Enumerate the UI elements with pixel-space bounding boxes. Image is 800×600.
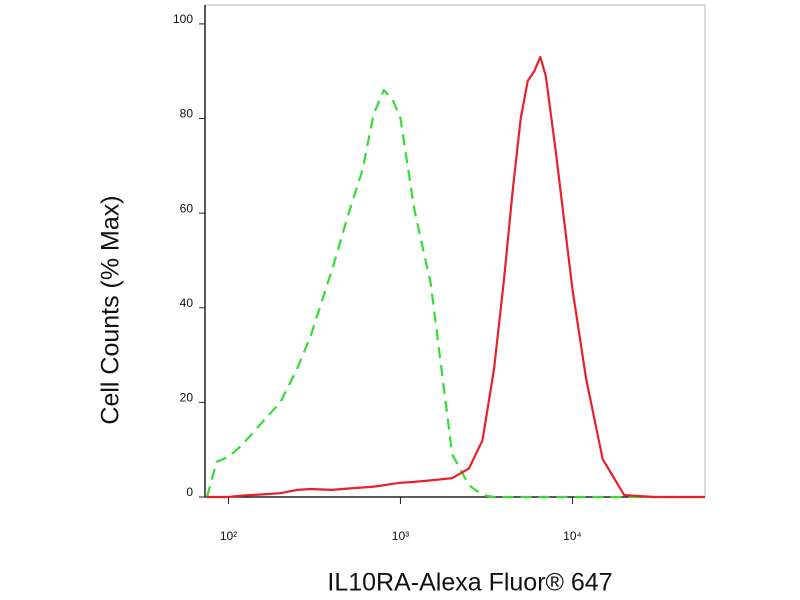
y-tick-label: 20 — [180, 391, 194, 405]
histogram-line — [205, 89, 705, 499]
plot-frame — [204, 4, 706, 498]
x-tick-label: 10⁴ — [563, 529, 582, 543]
y-tick-label: 60 — [180, 201, 194, 215]
y-tick-label: 100 — [173, 12, 193, 26]
histogram-line — [207, 55, 705, 499]
y-tick-label: 40 — [180, 296, 194, 310]
y-tick-label: 0 — [186, 485, 193, 499]
x-axis-title: IL10RA-Alexa Fluor® 647 — [327, 569, 612, 597]
x-tick-label: 10³ — [392, 529, 409, 543]
y-axis-title: Cell Counts (% Max) — [97, 195, 125, 424]
x-tick-label: 10² — [220, 529, 237, 543]
y-tick-label: 80 — [180, 107, 194, 121]
